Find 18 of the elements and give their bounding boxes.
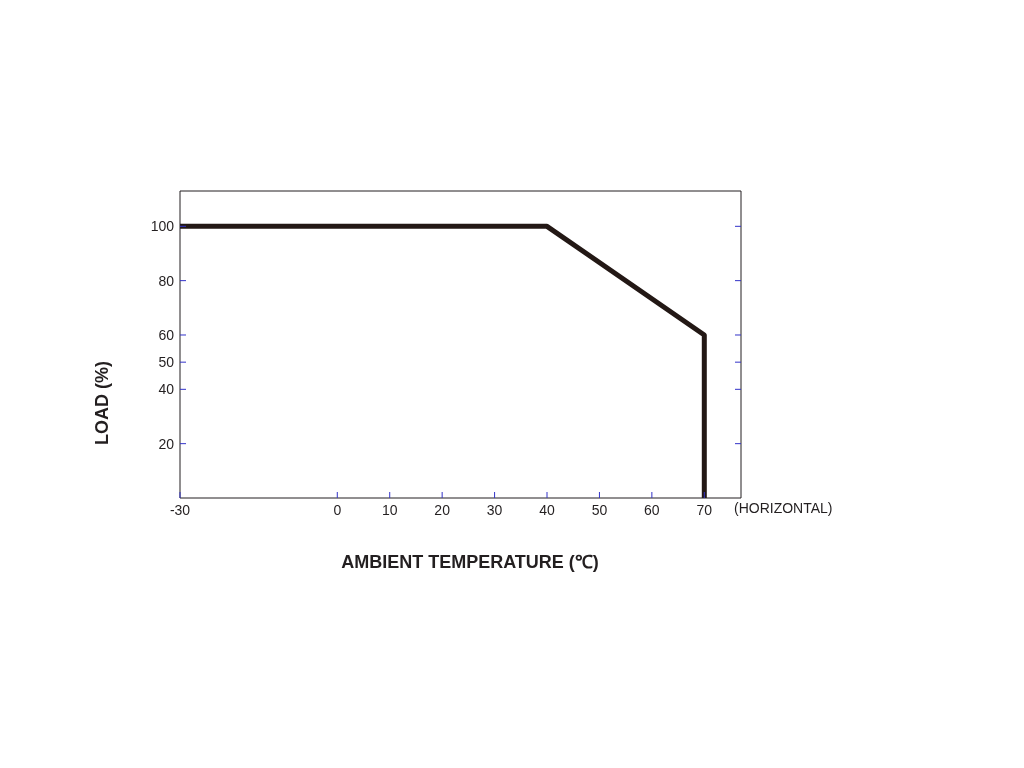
x-tick-label: 30 xyxy=(486,502,503,518)
x-tick-label: 60 xyxy=(644,502,660,518)
y-tick-label: 80 xyxy=(158,272,175,289)
x-tick-label: 0 xyxy=(333,502,342,518)
y-tick-label: 20 xyxy=(158,435,175,452)
x-tick-label: 40 xyxy=(539,502,556,518)
x-tick-label: 70 xyxy=(696,502,713,518)
y-axis-title: LOAD (%) xyxy=(91,361,113,445)
text: (HORIZONTAL) xyxy=(734,500,833,516)
x-axis-title: AMBIENT TEMPERATURE (℃) xyxy=(341,551,599,573)
x-tick-label: 10 xyxy=(381,502,398,518)
y-tick-label: 60 xyxy=(158,326,175,343)
x-tick-label: -30 xyxy=(169,502,191,518)
x-tick-label: 20 xyxy=(434,502,451,518)
y-tick-label: 50 xyxy=(158,354,175,371)
y-tick-label: 100 xyxy=(150,218,175,235)
y-tick-label: 40 xyxy=(158,381,175,398)
x-tick-label: 50 xyxy=(591,502,608,518)
